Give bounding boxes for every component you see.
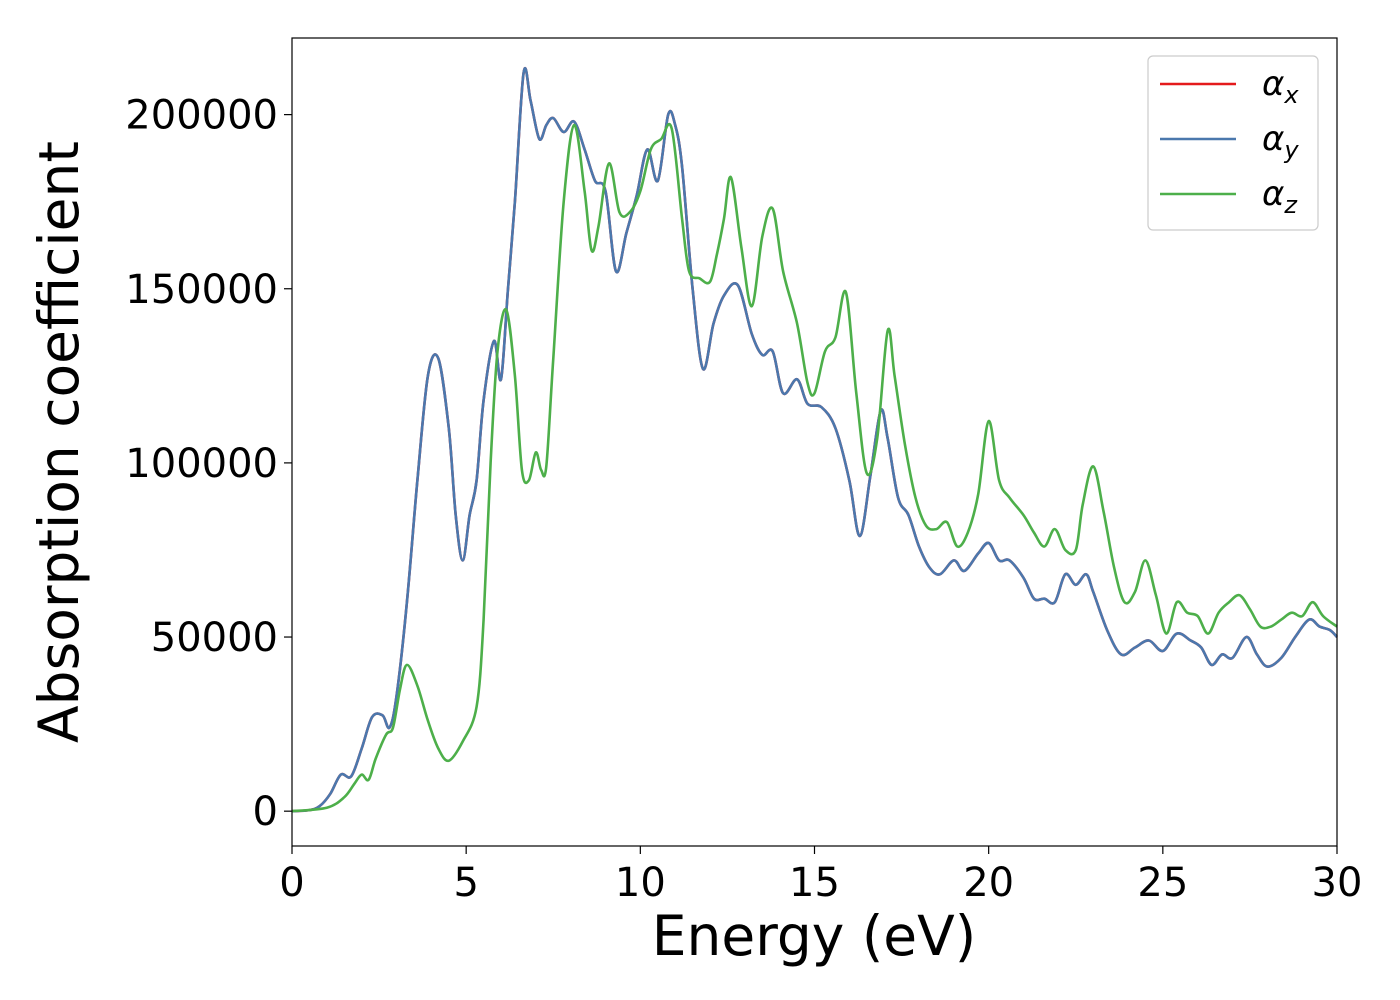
y-axis-title: Absorption coefficient	[27, 141, 91, 743]
legend-label-x: αx	[1262, 64, 1299, 109]
legend-label-z: αz	[1262, 174, 1298, 219]
y-tick-label: 100000	[125, 441, 278, 487]
y-tick-label: 0	[253, 789, 278, 835]
x-tick-label: 25	[1137, 860, 1188, 906]
x-axis: 0 5 10 15 20 25 30	[279, 846, 1362, 906]
series-line-y	[291, 67, 1338, 813]
series-layer	[291, 67, 1338, 813]
legend-box	[1147, 55, 1319, 231]
series-line-z	[291, 122, 1338, 813]
x-tick-label: 5	[453, 860, 478, 906]
x-tick-label: 10	[615, 860, 666, 906]
x-tick-label: 30	[1312, 860, 1363, 906]
legend-label-y: αy	[1262, 119, 1299, 164]
y-axis: 0 50000 100000 150000 200000	[125, 93, 292, 835]
y-tick-label: 150000	[125, 267, 278, 313]
y-tick-label: 50000	[151, 615, 278, 661]
legend: αx αy αz	[1147, 55, 1319, 231]
x-tick-label: 15	[789, 860, 840, 906]
x-axis-title: Energy (eV)	[652, 904, 976, 968]
x-tick-label: 20	[963, 860, 1014, 906]
y-tick-label: 200000	[125, 93, 278, 139]
x-tick-label: 0	[279, 860, 304, 906]
